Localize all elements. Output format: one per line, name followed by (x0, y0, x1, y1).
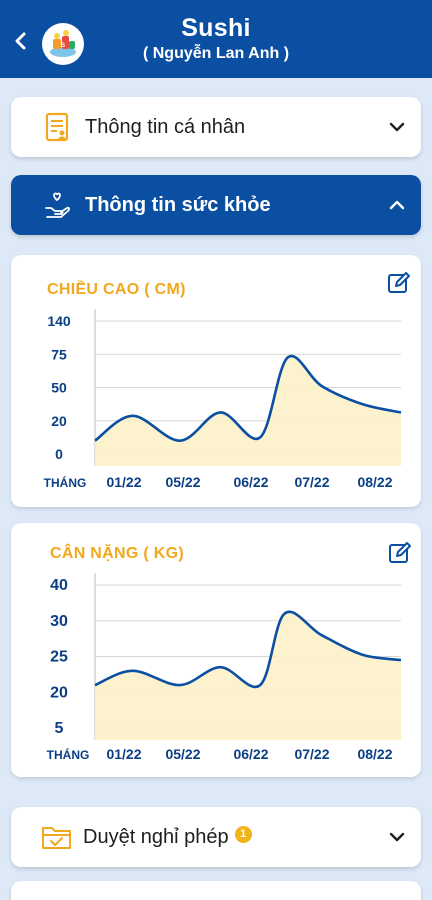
x-tick-label: 01/22 (106, 746, 141, 762)
student-name: ( Nguyễn Lan Anh ) (142, 45, 290, 62)
x-tick-label: 01/22 (106, 474, 141, 490)
section-personal-label: Thông tin cá nhân (85, 115, 246, 138)
document-profile-icon (44, 112, 72, 142)
y-tick-label: 0 (55, 446, 63, 462)
x-tick-label: 05/22 (165, 474, 200, 490)
chevron-up-icon (389, 200, 405, 210)
leave-badge: 1 (234, 825, 252, 843)
section-leave-approval[interactable]: Duyệt nghỉ phép 1 (11, 807, 421, 867)
section-leave-label: Duyệt nghỉ phép 1 (83, 825, 252, 849)
y-tick-label: 75 (51, 346, 67, 362)
school-logo-icon: S (43, 24, 83, 64)
section-personal-info[interactable]: Thông tin cá nhân (11, 97, 421, 157)
svg-text:S: S (61, 43, 65, 49)
y-tick-label: 50 (51, 380, 67, 396)
leave-label-text: Duyệt nghỉ phép (83, 825, 229, 848)
series-area (95, 611, 401, 740)
x-tick-label: 07/22 (294, 746, 329, 762)
x-tick-label: 06/22 (233, 474, 268, 490)
avatar[interactable]: S (42, 23, 84, 65)
x-tick-label: 07/22 (294, 474, 329, 490)
x-tick-label: 08/22 (357, 474, 392, 490)
edit-weight-button[interactable] (388, 541, 412, 565)
x-tick-label: 06/22 (233, 746, 268, 762)
y-tick-label: 20 (51, 413, 67, 429)
x-tick-label: 05/22 (165, 746, 200, 762)
series-line (94, 610, 402, 689)
section-next-partial[interactable] (11, 881, 421, 900)
y-tick-label: 25 (50, 649, 68, 666)
y-tick-label: 140 (47, 313, 71, 329)
series-area (95, 356, 401, 466)
folder-check-icon (41, 823, 73, 851)
x-axis-title: THÁNG (44, 475, 87, 490)
weight-chart-title: CÂN NẶNG ( KG) (50, 545, 184, 562)
height-chart-card: CHIỀU CAO ( CM) 0 20 50 75 140 THÁNG 01/22 05/2… (11, 255, 421, 507)
height-chart: 0 20 50 75 140 THÁNG 01/22 05/22 06/22 07/22 08/22 (44, 309, 402, 490)
x-axis-title: THÁNG (47, 747, 90, 762)
chevron-down-icon (389, 122, 405, 132)
back-button[interactable] (10, 30, 32, 52)
y-tick-label: 30 (50, 613, 68, 630)
page-title: Sushi (181, 14, 251, 42)
x-tick-label: 08/22 (357, 746, 392, 762)
y-tick-label: 20 (50, 684, 68, 701)
chevron-down-icon (389, 832, 405, 842)
section-health-info[interactable]: Thông tin sức khỏe (11, 175, 421, 235)
height-chart-title: CHIỀU CAO ( CM) (47, 281, 186, 298)
weight-chart-card: CÂN NẶNG ( KG) 5 20 25 30 40 THÁNG 01/22 05/22 0… (11, 523, 421, 777)
hand-heart-icon (44, 191, 72, 219)
series-line (94, 354, 402, 443)
app-header: S Sushi ( Nguyễn Lan Anh ) (0, 0, 432, 78)
y-tick-label: 5 (55, 720, 64, 737)
edit-height-button[interactable] (387, 271, 411, 295)
chevron-left-icon (15, 32, 26, 50)
section-health-label: Thông tin sức khỏe (85, 193, 271, 216)
y-tick-label: 40 (50, 577, 68, 594)
weight-chart: 5 20 25 30 40 THÁNG 01/22 05/22 06/22 07/22 08/22 (47, 573, 402, 762)
